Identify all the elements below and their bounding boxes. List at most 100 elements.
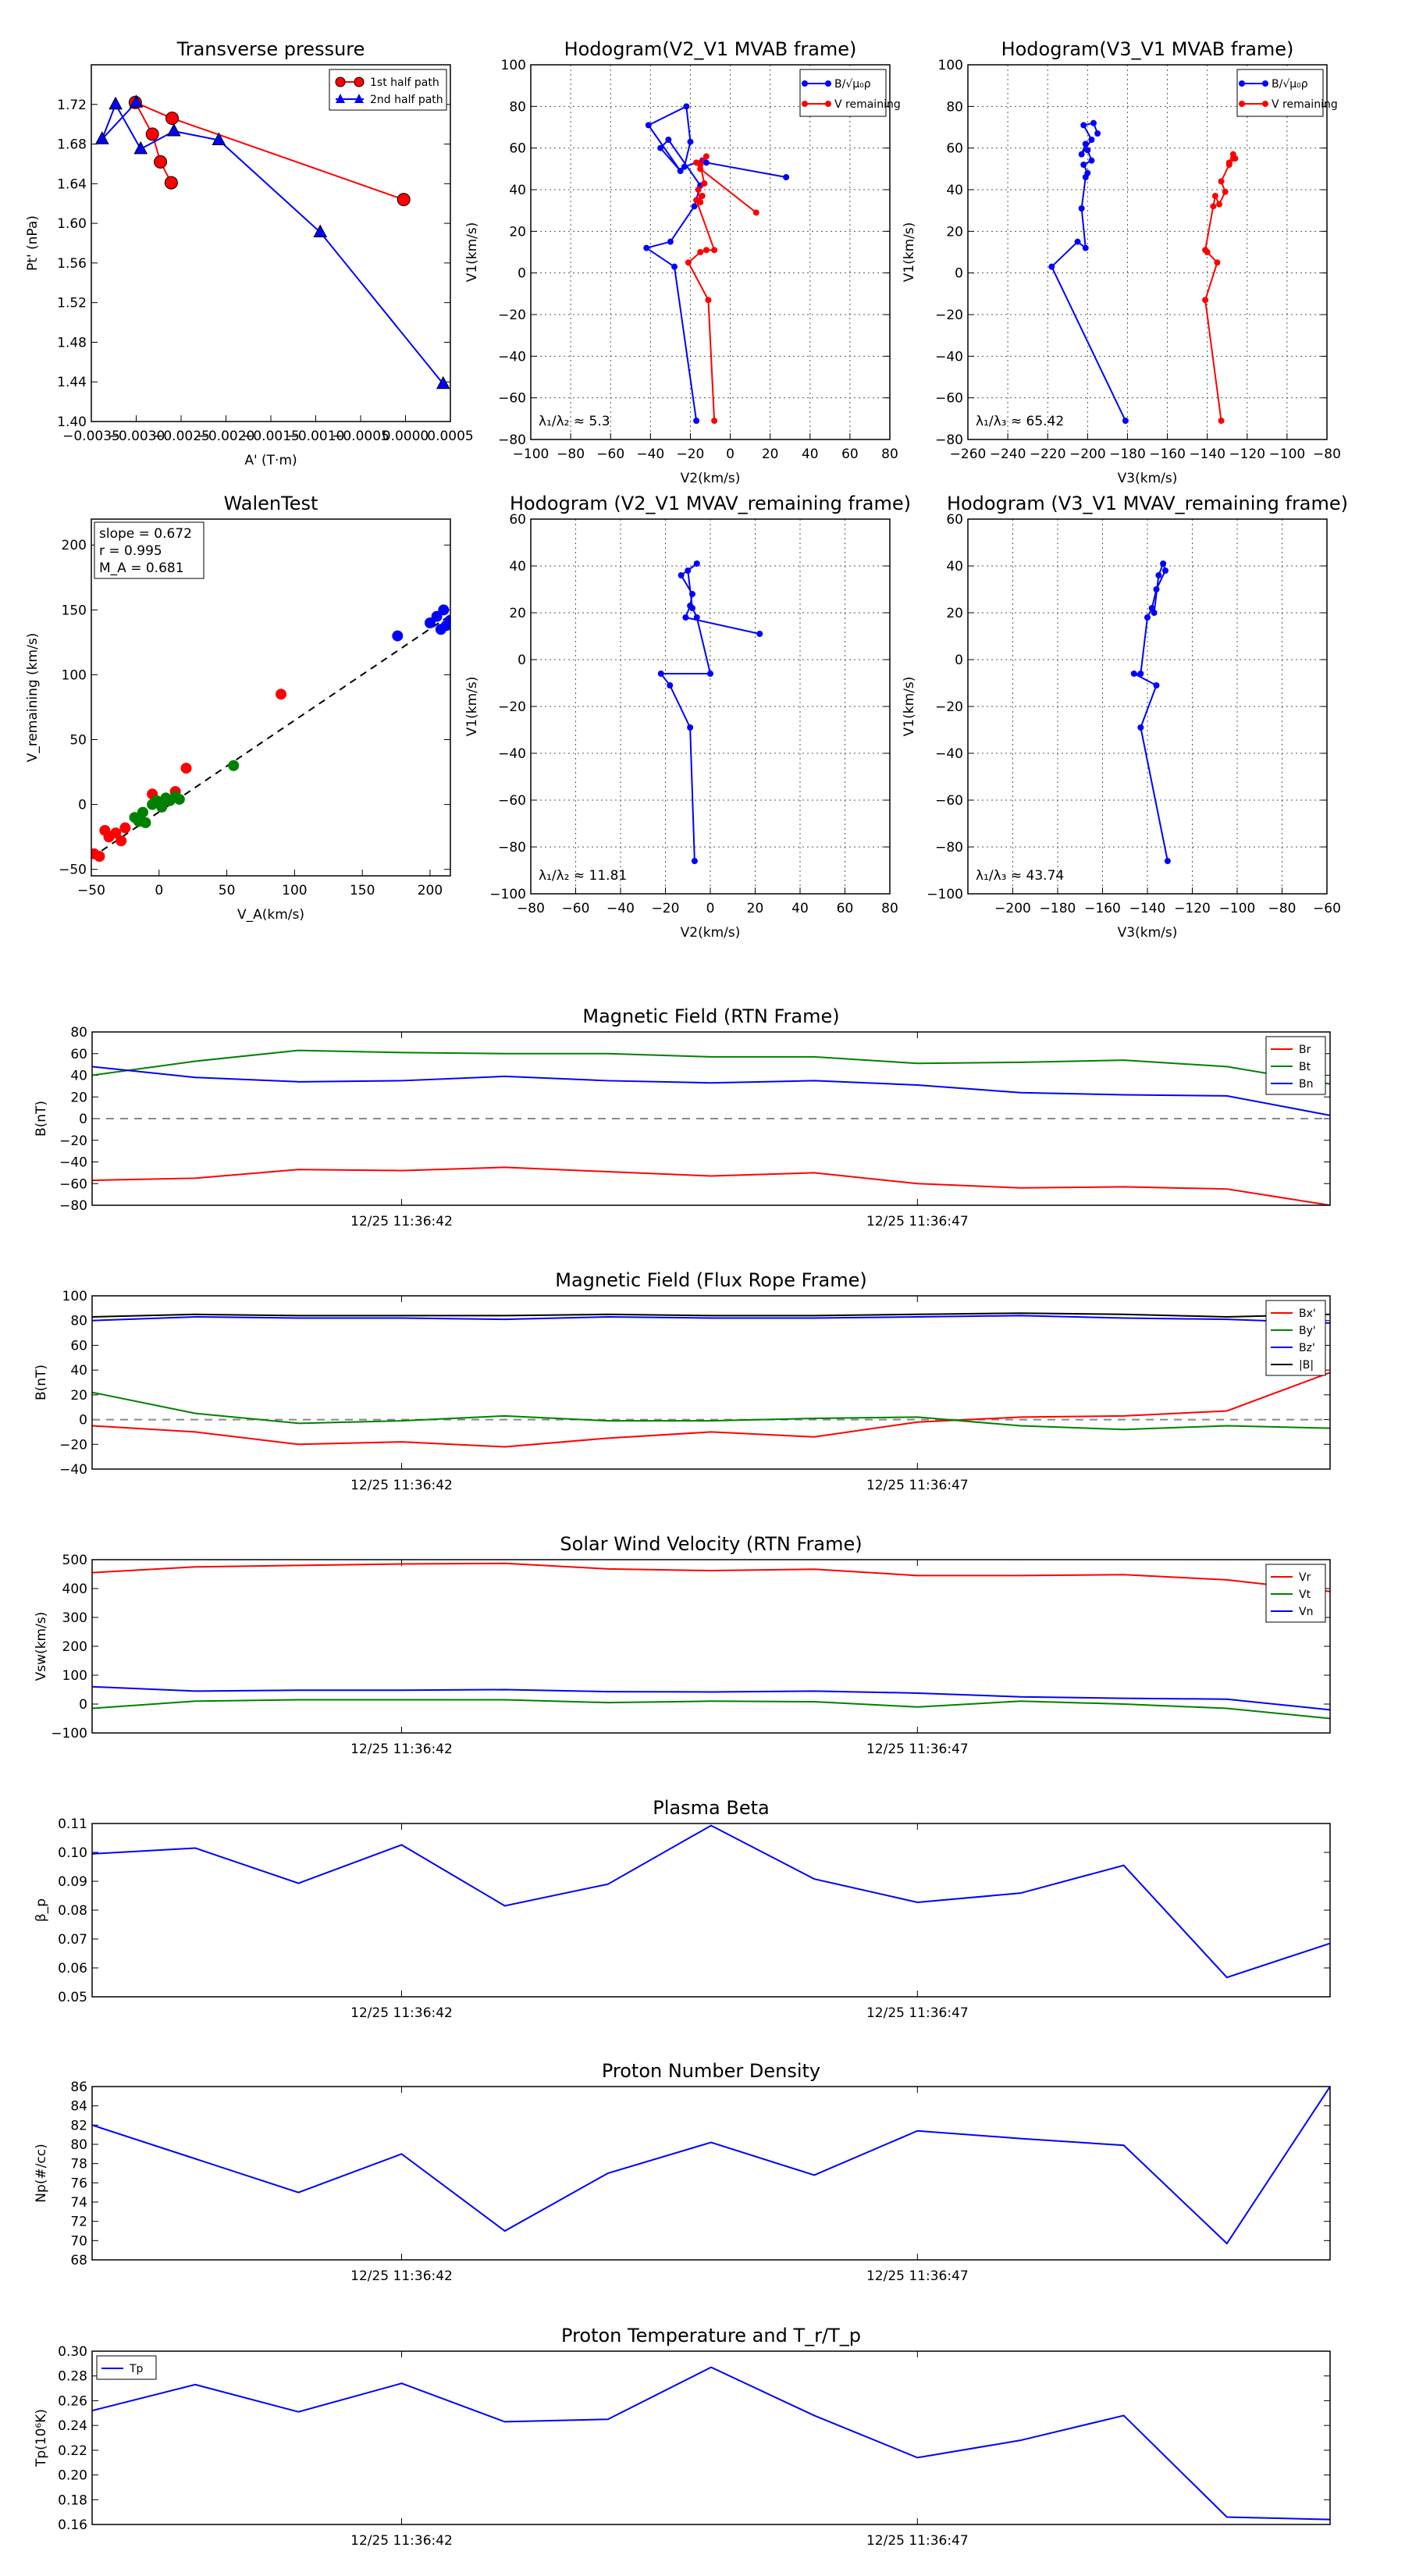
x-tick-label: 0.0000: [382, 429, 429, 444]
y-axis-label: B(nT): [34, 1101, 49, 1137]
y-tick-label: 40: [946, 183, 963, 198]
y-tick-label: −100: [489, 887, 526, 902]
chart-h2: Hodogram(V3_V1 MVAB frame)−80−60−40−2002…: [902, 38, 1341, 486]
series-v-point: [685, 568, 692, 574]
y-tick-label: 40: [70, 1069, 87, 1084]
x-tick-label: 20: [747, 901, 764, 916]
legend-marker: [1239, 80, 1245, 87]
x-tick-label: −100: [513, 447, 550, 462]
y-tick-label: 0.28: [58, 2369, 87, 2385]
x-tick-label: 80: [881, 901, 898, 916]
series-v-point: [657, 671, 664, 677]
series-v-point: [1210, 203, 1217, 210]
y-tick-label: 0: [79, 1697, 87, 1713]
series-v-point: [1153, 682, 1160, 688]
series-v-point: [667, 682, 674, 688]
series-b-point: [1082, 141, 1089, 148]
series-v-point: [711, 247, 718, 254]
y-axis-label: V_remaining (km/s): [25, 633, 41, 763]
chart-title: Magnetic Field (RTN Frame): [582, 1005, 839, 1027]
axes-frame: [967, 64, 1328, 440]
plot-area: [1048, 119, 1239, 424]
series-1sthalfpath-point: [164, 176, 178, 190]
y-tick-label: 0: [78, 798, 87, 813]
series-v-point: [701, 180, 708, 187]
legend-label: Bx': [1299, 1308, 1316, 1320]
x-tick-label: −60: [596, 447, 624, 462]
y-tick-label: 200: [62, 538, 87, 553]
series-v-point: [693, 159, 700, 166]
series-green-point: [137, 806, 148, 818]
y-tick-label: 1.68: [57, 137, 87, 153]
legend-marker: [1262, 80, 1268, 87]
chart-title: Proton Temperature and T_r/T_p: [561, 2325, 861, 2347]
y-tick-label: −80: [498, 840, 526, 856]
chart-title: Solar Wind Velocity (RTN Frame): [560, 1533, 862, 1555]
x-tick-label: 60: [837, 901, 854, 916]
series-v-point: [1164, 858, 1171, 864]
x-tick-label: 12/25 11:36:42: [350, 2268, 453, 2284]
series-v-point: [1137, 724, 1144, 731]
series-green-point: [140, 817, 151, 828]
y-axis-label: V1(km/s): [902, 677, 917, 737]
series-2ndhalfpath-point: [94, 131, 109, 144]
y-tick-label: 0.26: [58, 2393, 87, 2409]
series-bn-line: [92, 1066, 1330, 1116]
y-tick-label: 1.44: [57, 375, 87, 390]
x-tick-label: −20: [652, 901, 680, 916]
legend-marker: [354, 94, 364, 103]
series-2ndhalfpath-point: [436, 375, 450, 390]
x-tick-label: 100: [282, 883, 307, 898]
axes-frame: [91, 2350, 1331, 2525]
axes-frame: [91, 64, 451, 422]
series-red-point: [180, 763, 192, 774]
series-v-point: [678, 572, 685, 578]
y-tick-label: 150: [62, 603, 87, 618]
stats-line: M_A = 0.681: [99, 560, 184, 576]
series-vt-line: [92, 1699, 1330, 1720]
legend-label: Br: [1299, 1044, 1311, 1056]
series-v-point: [1153, 586, 1160, 592]
series-v-point: [1214, 259, 1221, 266]
chart-title: Proton Number Density: [602, 2060, 820, 2082]
series-v-point: [693, 614, 700, 621]
series-v-point: [705, 297, 712, 304]
x-tick-label: 80: [881, 447, 898, 462]
series-v-point: [693, 560, 700, 567]
x-tick-label: 12/25 11:36:42: [350, 2533, 453, 2549]
series-b-point: [643, 244, 650, 251]
series-b-point: [687, 138, 694, 145]
chart-ts1: Magnetic Field (RTN Frame) −80 −60 −40 −20 0 2…: [34, 1005, 1331, 1229]
x-tick-label: −100: [1219, 901, 1256, 916]
y-tick-label: 400: [62, 1582, 87, 1597]
y-tick-label: 68: [70, 2253, 87, 2268]
y-tick-label: 0.07: [58, 1932, 87, 1948]
plot-area: [92, 1312, 1330, 1448]
y-tick-label: 40: [946, 559, 963, 575]
series-b-point: [1078, 205, 1085, 212]
legend-label: Vt: [1299, 1589, 1311, 1601]
y-tick-label: 60: [946, 141, 963, 157]
series-v-point: [697, 249, 704, 255]
stats-line: slope = 0.672: [99, 526, 192, 542]
y-tick-label: −80: [935, 840, 963, 856]
legend-label: B/√μ₀ρ: [834, 78, 871, 91]
plot-area: [92, 1824, 1330, 1979]
x-tick-label: 20: [762, 447, 779, 462]
series-1sthalfpath-point: [154, 155, 168, 169]
x-tick-label: −120: [1174, 901, 1211, 916]
chart-h3: Hodogram (V2_V1 MVAV_remaining frame) −10…: [464, 493, 911, 941]
legend-label: 1st half path: [370, 76, 439, 89]
chart-title: Hodogram(V2_V1 MVAB frame): [564, 38, 857, 60]
series-v-point: [697, 165, 704, 173]
y-tick-label: 100: [938, 58, 963, 73]
series-v-point: [756, 631, 763, 637]
y-tick-label: −20: [935, 699, 963, 715]
y-tick-label: −60: [935, 391, 963, 407]
series-v-point: [1130, 671, 1137, 677]
series-v-point: [702, 247, 710, 254]
chart-ts2: Magnetic Field (Flux Rope Frame) −40 −20 0 2…: [34, 1269, 1331, 1493]
y-tick-label: 80: [70, 1314, 87, 1329]
y-tick-label: 20: [70, 1388, 87, 1404]
